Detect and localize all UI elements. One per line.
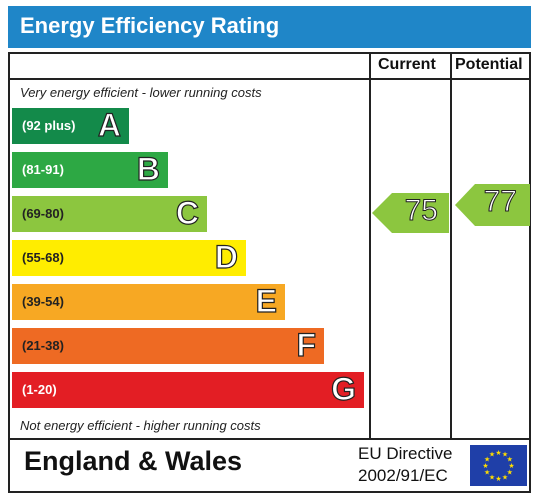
band-a: (92 plus) A xyxy=(12,106,129,144)
band-letter: F xyxy=(296,326,317,363)
potential-column-header: Potential xyxy=(455,56,523,73)
band-e: (39-54) E xyxy=(12,282,285,320)
footer-divider xyxy=(8,438,531,440)
eu-flag-stars: ★★★★★★★★★ ★ ★★ xyxy=(482,449,514,483)
band-letter: C xyxy=(175,194,199,231)
band-letter: G xyxy=(331,370,357,407)
star-icon: ★ xyxy=(502,473,508,481)
current-rating-value-wrap: 75 xyxy=(372,192,446,232)
current-column-divider xyxy=(369,52,371,440)
star-icon: ★ xyxy=(484,469,490,477)
current-rating-pointer xyxy=(372,193,449,233)
band-letter: D xyxy=(214,238,238,275)
star-icon: ★ xyxy=(502,451,508,459)
band-range: (92 plus) xyxy=(22,118,76,133)
potential-rating-value-wrap: 77 xyxy=(455,183,525,223)
star-icon: ★ xyxy=(507,456,513,464)
star-icon: ★ xyxy=(489,451,495,459)
rating-table xyxy=(8,52,531,493)
bottom-note: Not energy efficient - higher running co… xyxy=(20,418,261,433)
potential-rating-pointer xyxy=(455,184,530,226)
star-icon: ★ xyxy=(482,462,488,470)
title-bar: Energy Efficiency Rating xyxy=(8,6,531,48)
page-title: Energy Efficiency Rating xyxy=(20,13,280,38)
eu-flag-icon: ★ ★ ★ ★ ★ ★ ★ ★ ★ ★ ★ ★ xyxy=(470,445,527,486)
star-icon: ★ xyxy=(507,469,513,477)
star-icon: ★ xyxy=(495,449,501,457)
star-icon: ★ xyxy=(484,456,490,464)
band-range: (55-68) xyxy=(22,250,64,265)
band-c: (69-80) C xyxy=(12,194,207,232)
band-d: (55-68) D xyxy=(12,238,246,276)
band-g: (1-20) G xyxy=(12,370,364,408)
band-range: (69-80) xyxy=(22,206,64,221)
directive-line-2: 2002/91/EC xyxy=(358,466,448,485)
star-icon: ★ xyxy=(495,475,501,483)
band-range: (81-91) xyxy=(22,162,64,177)
current-rating-value: 75 xyxy=(404,194,438,228)
band-range: (1-20) xyxy=(22,382,57,397)
band-f: (21-38) F xyxy=(12,326,324,364)
directive-line-1: EU Directive xyxy=(358,444,453,463)
band-range: (39-54) xyxy=(22,294,64,309)
star-icon: ★ xyxy=(489,473,495,481)
potential-column-divider xyxy=(450,52,452,440)
star-icon: ★ xyxy=(508,462,514,470)
current-column-header: Current xyxy=(378,56,436,73)
top-note: Very energy efficient - lower running co… xyxy=(20,85,262,100)
band-b: (81-91) B xyxy=(12,150,168,188)
potential-rating-value: 77 xyxy=(483,185,517,219)
region-label: England & Wales xyxy=(24,446,243,476)
band-letter: A xyxy=(97,106,121,143)
band-range: (21-38) xyxy=(22,338,64,353)
band-letter: E xyxy=(255,282,278,319)
header-divider xyxy=(8,78,531,80)
band-letter: B xyxy=(136,150,160,187)
